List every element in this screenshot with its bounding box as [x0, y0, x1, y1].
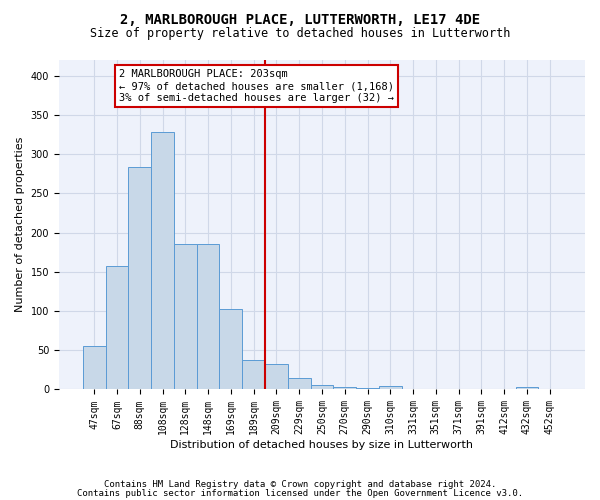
Bar	[311, 385, 334, 390]
Bar	[151, 132, 174, 390]
Bar	[356, 388, 379, 390]
Y-axis label: Number of detached properties: Number of detached properties	[15, 137, 25, 312]
Bar	[128, 166, 151, 390]
Text: Contains public sector information licensed under the Open Government Licence v3: Contains public sector information licen…	[77, 489, 523, 498]
Bar	[220, 310, 242, 390]
Bar	[288, 378, 311, 390]
Bar	[197, 244, 220, 390]
Text: 2, MARLBOROUGH PLACE, LUTTERWORTH, LE17 4DE: 2, MARLBOROUGH PLACE, LUTTERWORTH, LE17 …	[120, 12, 480, 26]
Bar	[334, 387, 356, 390]
X-axis label: Distribution of detached houses by size in Lutterworth: Distribution of detached houses by size …	[170, 440, 473, 450]
Bar	[242, 360, 265, 390]
Bar	[265, 364, 288, 390]
Bar	[83, 346, 106, 390]
Bar	[106, 266, 128, 390]
Bar	[174, 244, 197, 390]
Bar	[379, 386, 401, 390]
Bar	[515, 387, 538, 390]
Text: Contains HM Land Registry data © Crown copyright and database right 2024.: Contains HM Land Registry data © Crown c…	[104, 480, 496, 489]
Text: Size of property relative to detached houses in Lutterworth: Size of property relative to detached ho…	[90, 28, 510, 40]
Text: 2 MARLBOROUGH PLACE: 203sqm
← 97% of detached houses are smaller (1,168)
3% of s: 2 MARLBOROUGH PLACE: 203sqm ← 97% of det…	[119, 70, 394, 102]
